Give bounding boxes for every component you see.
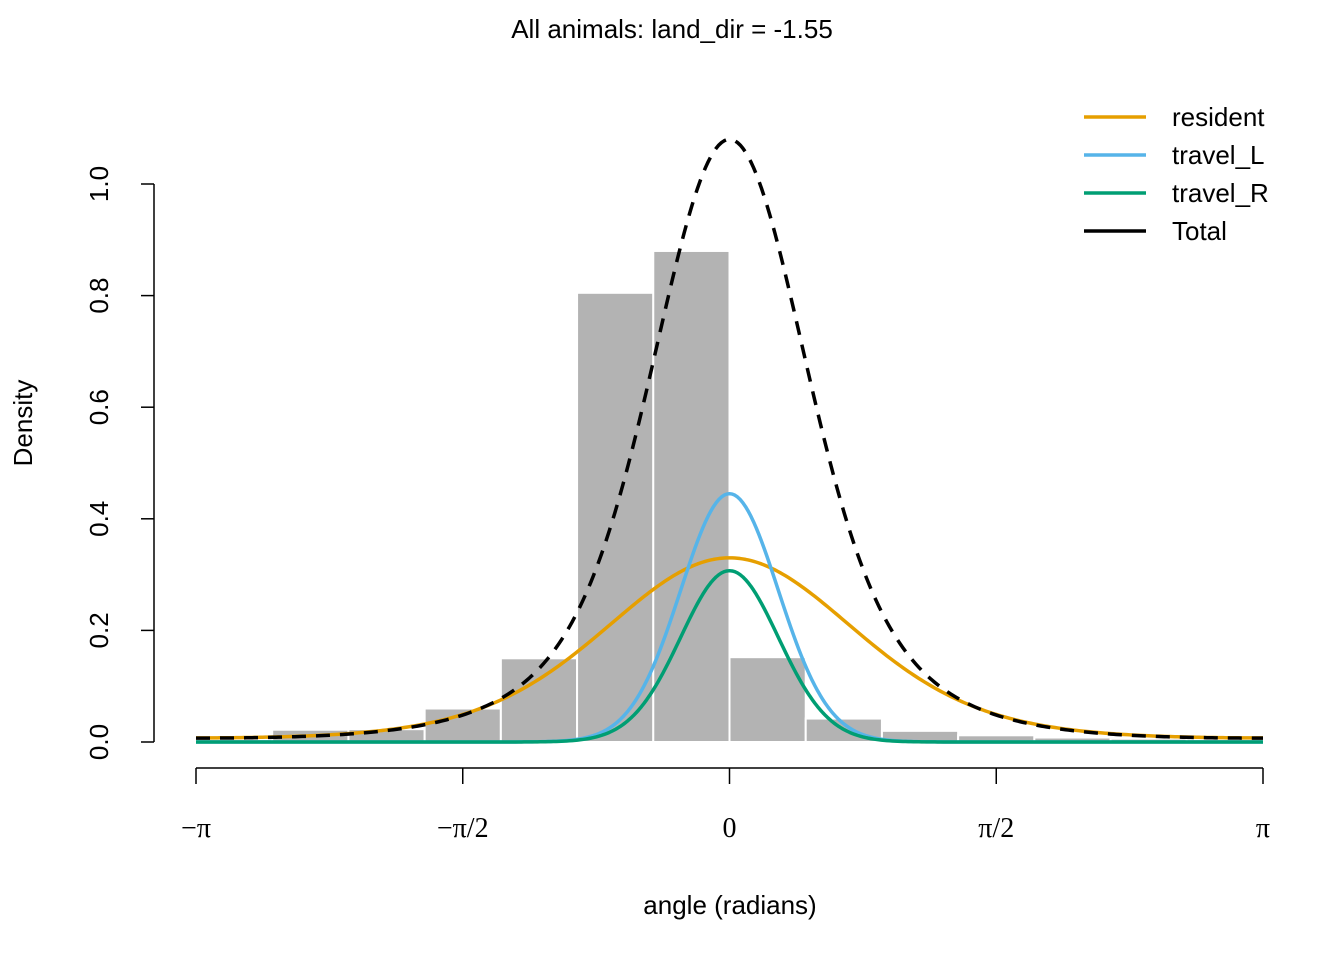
y-tick-label: 0.2 — [84, 612, 114, 648]
legend: resident travel_L travel_R Total — [1084, 102, 1269, 246]
legend-label: travel_R — [1172, 178, 1269, 208]
x-tick-label: π — [1256, 813, 1270, 844]
y-tick-label: 1.0 — [84, 166, 114, 202]
legend-label: resident — [1172, 102, 1265, 132]
series-line-travel-r — [196, 568, 1263, 744]
histogram-bar — [728, 656, 807, 744]
y-axis-label: Density — [8, 380, 38, 467]
histogram-bars — [195, 249, 1265, 744]
x-axis-label: angle (radians) — [643, 890, 816, 920]
y-tick-label: 0.6 — [84, 389, 114, 425]
y-tick-label: 0.4 — [84, 501, 114, 537]
x-tick-label: π/2 — [978, 813, 1014, 844]
legend-label: Total — [1172, 216, 1227, 246]
histogram-bar — [652, 249, 731, 744]
series-line-total — [196, 137, 1263, 740]
y-tick-label: 0.0 — [84, 724, 114, 760]
x-axis: −π −π/2 0 π/2 π — [181, 767, 1270, 844]
x-tick-label: 0 — [723, 813, 737, 844]
histogram-bar — [499, 657, 579, 743]
x-tick-label: −π/2 — [437, 813, 489, 844]
y-tick-label: 0.8 — [84, 278, 114, 314]
legend-label: travel_L — [1172, 140, 1265, 170]
density-curves — [196, 137, 1263, 744]
x-tick-label: −π — [181, 813, 211, 844]
chart-title: All animals: land_dir = -1.55 — [511, 14, 833, 44]
y-axis: 0.0 0.2 0.4 0.6 0.8 1.0 — [84, 166, 155, 760]
